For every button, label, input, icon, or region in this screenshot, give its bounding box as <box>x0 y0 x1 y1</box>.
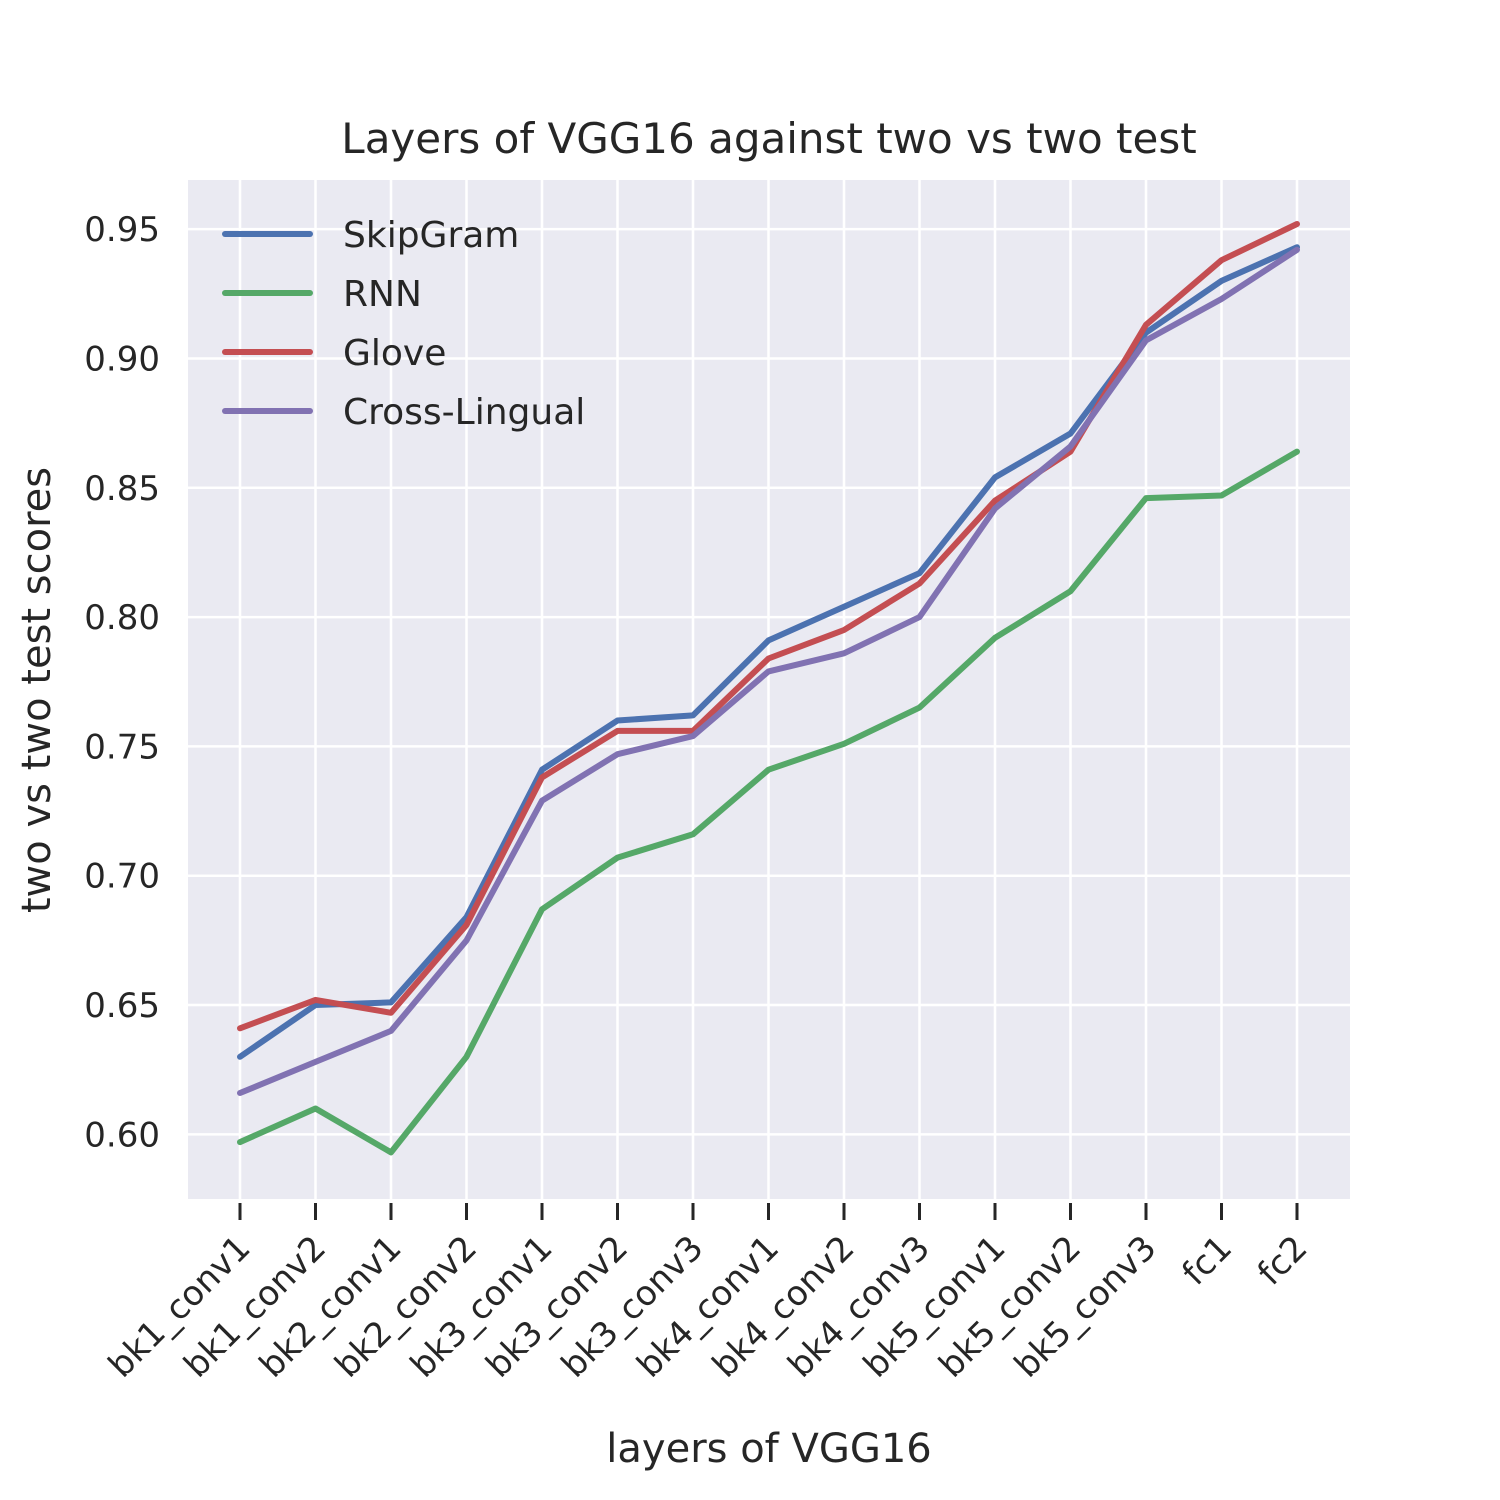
y-tick-label: 0.95 <box>84 210 160 250</box>
y-tick-label: 0.90 <box>84 339 160 379</box>
x-axis-label: layers of VGG16 <box>606 1426 931 1472</box>
y-axis-label: two vs two test scores <box>14 467 60 913</box>
y-tick-label: 0.75 <box>84 727 160 767</box>
x-tick-label: fc2 <box>1250 1228 1315 1293</box>
legend-label: RNN <box>343 274 422 315</box>
series-lines <box>237 221 1300 1156</box>
series-line-cross-lingual <box>237 246 1300 1096</box>
legend-label: Glove <box>343 333 446 374</box>
x-axis: bk1_conv1bk1_conv2bk2_conv1bk2_conv2bk3_… <box>101 1203 1315 1386</box>
y-tick-label: 0.65 <box>84 986 160 1026</box>
legend-label: Cross-Lingual <box>343 392 585 433</box>
series-line-rnn <box>237 448 1300 1156</box>
y-tick-label: 0.85 <box>84 469 160 509</box>
y-tick-label: 0.80 <box>84 598 160 638</box>
grid <box>188 180 1350 1199</box>
chart-title: Layers of VGG16 against two vs two test <box>341 114 1196 163</box>
y-tick-label: 0.70 <box>84 857 160 897</box>
series-line-glove <box>237 221 1300 1032</box>
legend: SkipGram RNN Glove Cross-Lingual <box>222 215 585 433</box>
y-tick-label: 0.60 <box>84 1115 160 1155</box>
x-tick-label: fc1 <box>1175 1228 1240 1293</box>
y-axis: 0.60 0.65 0.70 0.75 0.80 0.85 0.90 0.95 <box>84 210 160 1155</box>
legend-label: SkipGram <box>343 215 519 256</box>
